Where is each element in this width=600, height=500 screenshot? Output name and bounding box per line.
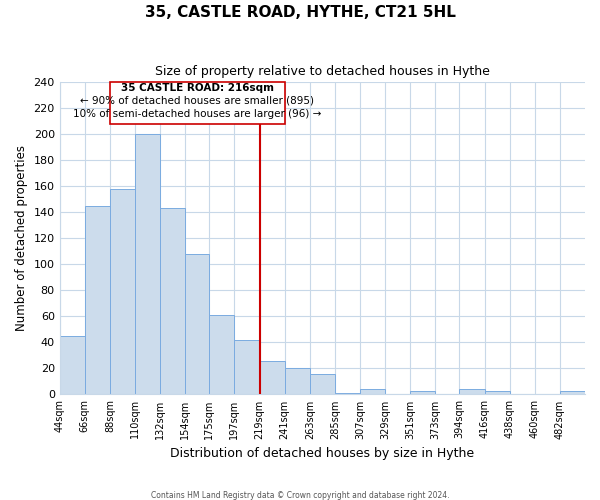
Title: Size of property relative to detached houses in Hythe: Size of property relative to detached ho… [155, 65, 490, 78]
Bar [235, 340, 260, 394]
Text: 35, CASTLE ROAD, HYTHE, CT21 5HL: 35, CASTLE ROAD, HYTHE, CT21 5HL [145, 5, 455, 20]
Bar [460, 389, 485, 394]
Bar [85, 206, 110, 394]
Text: 35 CASTLE ROAD: 216sqm: 35 CASTLE ROAD: 216sqm [121, 83, 274, 93]
Bar [284, 368, 310, 394]
Text: Contains HM Land Registry data © Crown copyright and database right 2024.: Contains HM Land Registry data © Crown c… [151, 490, 449, 500]
Bar [560, 390, 585, 394]
X-axis label: Distribution of detached houses by size in Hythe: Distribution of detached houses by size … [170, 447, 475, 460]
Bar [185, 254, 209, 394]
Text: ← 90% of detached houses are smaller (895): ← 90% of detached houses are smaller (89… [80, 96, 314, 106]
Bar [135, 134, 160, 394]
FancyBboxPatch shape [110, 82, 284, 124]
Bar [160, 208, 185, 394]
Bar [209, 315, 235, 394]
Bar [410, 390, 436, 394]
Bar [335, 393, 360, 394]
Bar [110, 188, 135, 394]
Text: 10% of semi-detached houses are larger (96) →: 10% of semi-detached houses are larger (… [73, 109, 322, 119]
Bar [310, 374, 335, 394]
Bar [360, 389, 385, 394]
Bar [260, 360, 284, 394]
Bar [485, 390, 509, 394]
Bar [59, 336, 85, 394]
Y-axis label: Number of detached properties: Number of detached properties [15, 145, 28, 331]
